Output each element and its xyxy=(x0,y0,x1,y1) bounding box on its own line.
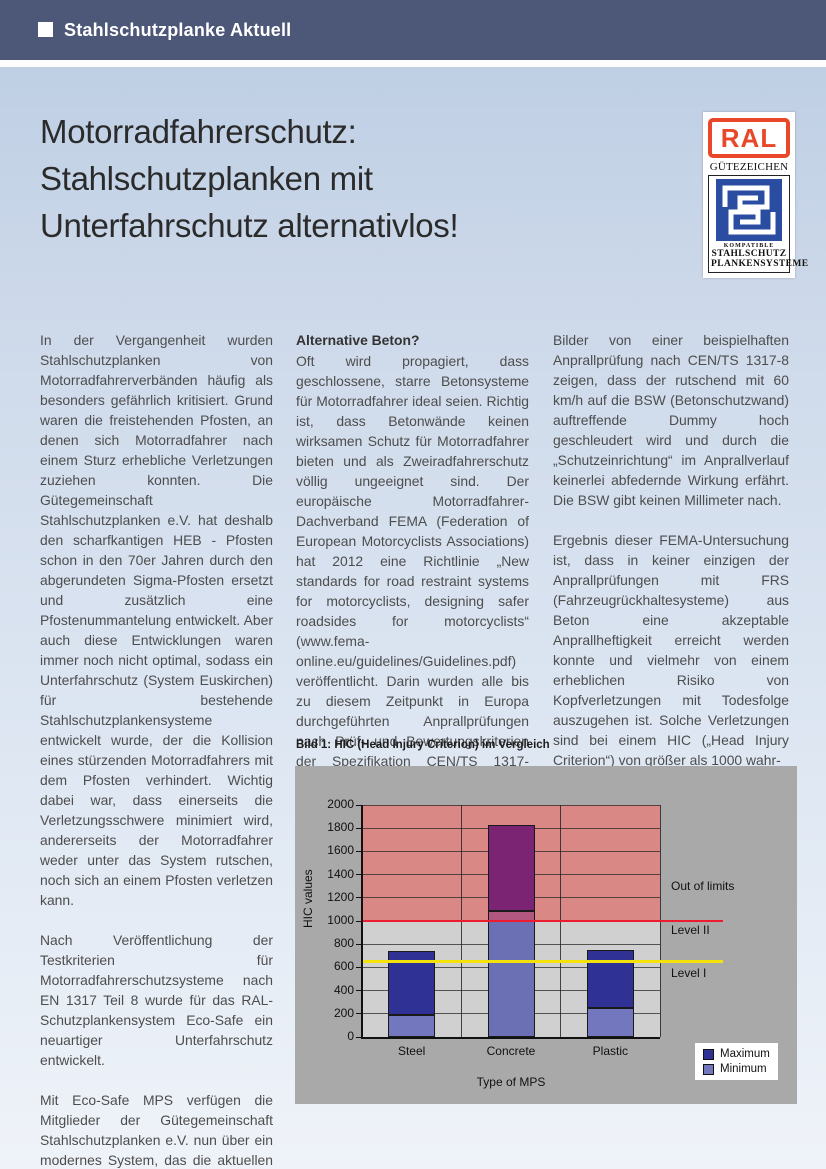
article-title: Motorradfahrerschutz: Stahlschutzplanken… xyxy=(40,108,700,249)
category-label: Steel xyxy=(397,1044,426,1058)
ral-kompatible-label: KOMPATIBLE xyxy=(723,243,775,249)
reference-line xyxy=(362,919,723,923)
stahlschutz-emblem-icon xyxy=(716,179,782,241)
ral-guetezeichen-label: GÜTEZEICHEN xyxy=(709,161,789,173)
zone-label: Out of limits xyxy=(671,879,735,894)
page-title: Stahlschutzplanke Aktuell xyxy=(64,20,292,40)
ral-plankensysteme-label: PLANKENSYSTEME xyxy=(711,259,809,269)
y-tick-mark xyxy=(356,966,362,968)
y-tick-mark xyxy=(356,990,362,992)
text-column-1: In der Vergangenheit wurden Stahlschutzp… xyxy=(40,330,273,1169)
x-axis-title: Type of MPS xyxy=(476,1075,546,1089)
article-title-line: Motorradfahrerschutz: xyxy=(40,113,357,150)
y-tick-label: 1200 xyxy=(327,889,354,904)
y-tick-label: 1000 xyxy=(327,913,354,927)
legend-swatch-icon xyxy=(703,1063,714,1075)
paragraph: Ergebnis dieser FEMA-Untersuchung ist, d… xyxy=(553,532,789,768)
paragraph: Nach Veröffentlichung der Testkriterien … xyxy=(40,932,273,1068)
y-tick-label: 0 xyxy=(347,1029,354,1043)
x-axis-line xyxy=(361,1037,660,1039)
y-tick-mark xyxy=(356,874,362,876)
paragraph: Mit Eco-Safe MPS verfügen die Mitglieder… xyxy=(40,1092,273,1168)
article-title-line: Stahlschutzplanken mit xyxy=(40,160,373,197)
y-tick-mark xyxy=(356,897,362,899)
paragraph: Oft wird propagiert, dass geschlossene, … xyxy=(296,353,529,789)
header-bar: Stahlschutzplanke Aktuell xyxy=(0,0,826,60)
chart-bar-segment-steel xyxy=(388,1014,436,1037)
legend-label: Minimum xyxy=(720,1063,767,1075)
y-tick-mark xyxy=(356,850,362,852)
ral-stahlschutz-label: STAHLSCHUTZ xyxy=(711,249,787,259)
ral-guetezeichen-logo: RAL GÜTEZEICHEN KOMPATIBLE STAHLSCHUTZ P… xyxy=(703,112,809,278)
y-tick-label: 1400 xyxy=(327,866,354,881)
category-label: Plastic xyxy=(592,1044,628,1058)
legend-entry: Minimum xyxy=(703,1063,770,1075)
y-tick-mark xyxy=(356,1013,362,1015)
y-axis-title: HIC values xyxy=(301,869,315,928)
zone-label: Level I xyxy=(671,966,707,981)
y-tick-mark xyxy=(356,920,362,922)
ral-emblem-box: KOMPATIBLE STAHLSCHUTZ PLANKENSYSTEME xyxy=(708,175,809,273)
ral-logo-mark: RAL xyxy=(708,118,790,158)
chart-bar-segment-concrete xyxy=(487,921,535,1037)
y-tick-mark xyxy=(356,1036,362,1038)
y-tick-mark xyxy=(356,943,362,945)
page-content: Motorradfahrerschutz: Stahlschutzplanken… xyxy=(0,67,826,1169)
y-tick-label: 800 xyxy=(333,936,354,951)
category-label: Concrete xyxy=(486,1044,536,1058)
legend-label: Maximum xyxy=(720,1048,770,1060)
chart-bar-segment-plastic xyxy=(586,950,634,1008)
paragraph: Bilder von einer beispielhaften Anprallp… xyxy=(553,332,789,508)
y-tick-label: 600 xyxy=(333,959,354,974)
zone-label: Level II xyxy=(671,922,710,937)
y-axis-line xyxy=(361,805,363,1038)
chart-bar-segment-plastic xyxy=(586,1008,634,1037)
y-tick-mark xyxy=(356,804,362,806)
header-square-icon xyxy=(38,22,53,37)
reference-line xyxy=(362,960,723,963)
section-heading: Alternative Beton? xyxy=(296,332,420,348)
text-column-2: Alternative Beton? Oft wird propagiert, … xyxy=(296,330,529,811)
y-tick-label: 2000 xyxy=(327,797,354,811)
y-tick-label: 1800 xyxy=(327,820,354,835)
legend-entry: Maximum xyxy=(703,1048,770,1060)
header-divider xyxy=(0,60,826,67)
hic-bar-chart: 0 200 400 600 800 1000 1200 1400 1600 1800 2000 Ste… xyxy=(295,766,797,1104)
chart-legend: Maximum Minimum xyxy=(695,1043,778,1080)
y-tick-label: 400 xyxy=(333,982,354,997)
paragraph: In der Vergangenheit wurden Stahlschutzp… xyxy=(40,332,273,908)
chart-gridline xyxy=(362,804,660,806)
y-tick-mark xyxy=(356,827,362,829)
chart-bar-segment-concrete xyxy=(487,824,535,911)
legend-swatch-icon xyxy=(703,1048,714,1060)
article-title-line: Unterfahrschutz alternativlos! xyxy=(40,207,459,244)
text-column-3: Bilder von einer beispielhaften Anprallp… xyxy=(553,330,789,790)
figure-caption: Bild 1: HIC (Head Injury Criterion) im V… xyxy=(296,739,550,751)
y-tick-label: 200 xyxy=(333,1005,354,1020)
y-tick-label: 1600 xyxy=(327,843,354,858)
